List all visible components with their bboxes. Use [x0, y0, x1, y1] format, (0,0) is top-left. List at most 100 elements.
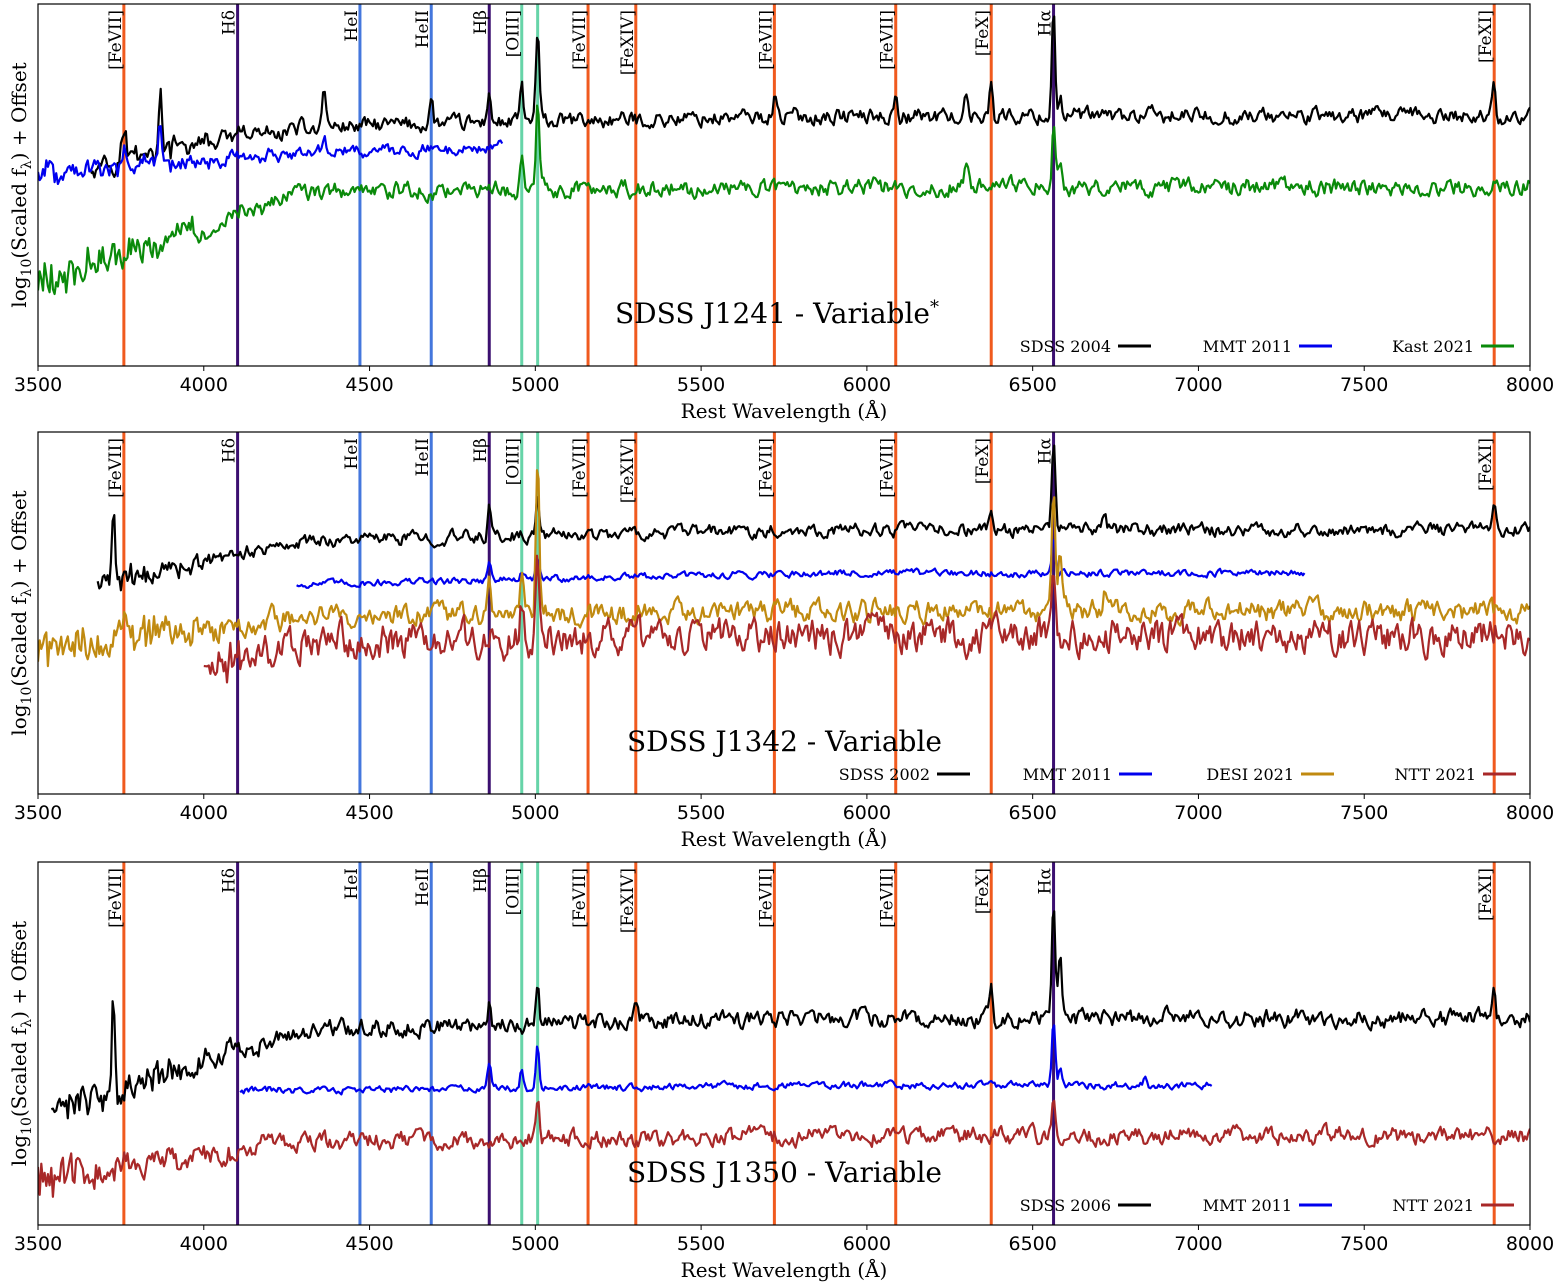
x-tick-label: 7500 [1340, 802, 1388, 824]
line-marker-label: HeII [413, 10, 433, 48]
x-tick-label: 6500 [1008, 374, 1056, 396]
x-axis-label: Rest Wavelength (Å) [681, 826, 888, 851]
line-marker-label: Hβ [471, 10, 491, 35]
x-tick-label: 3500 [14, 1233, 62, 1255]
plot-frame [37, 861, 1531, 1226]
x-tick-label: 8000 [1506, 802, 1554, 824]
spectrum-series [38, 469, 1530, 668]
line-marker-label: HeII [413, 868, 433, 906]
x-tick-label: 5500 [677, 1233, 725, 1255]
line-marker-label: [FeXIV] [618, 10, 638, 75]
legend: SDSS 2004 MMT 2011 Kast 2021 [1020, 337, 1514, 356]
line-marker-label: Hα [1036, 867, 1056, 894]
x-tick-label: 5000 [511, 802, 559, 824]
panel-3: [FeVII] Hδ HeI HeII Hβ [OIII] [FeVII] [FeXIV] [F… [7, 861, 1554, 1282]
line-marker-label: Hδ [220, 10, 240, 35]
x-tick-label: 5500 [677, 374, 725, 396]
line-marker-label: [FeVII] [756, 868, 776, 928]
x-tick-label: 4500 [345, 1233, 393, 1255]
line-marker-label: [FeVII] [106, 10, 126, 70]
x-tick-label: 7500 [1340, 1233, 1388, 1255]
line-marker-label: [FeXIV] [618, 868, 638, 933]
x-axis-label: Rest Wavelength (Å) [681, 398, 888, 423]
line-marker-label: Hα [1036, 9, 1056, 36]
panel-title: SDSS J1241 - Variable* [615, 297, 939, 331]
line-marker-label: [FeXIV] [618, 438, 638, 503]
spectrum-series [38, 125, 504, 185]
legend-label: MMT 2011 [1203, 1196, 1292, 1215]
y-axis-label: log10(Scaled fλ) + Offset [7, 490, 35, 735]
line-marker-label: HeI [342, 868, 362, 900]
line-marker-label: HeI [342, 438, 362, 470]
spectrum-series [38, 1099, 1530, 1198]
x-tick-label: 4500 [345, 374, 393, 396]
legend-label: MMT 2011 [1203, 337, 1292, 356]
legend: SDSS 2002 MMT 2011 DESI 2021 NTT 2021 [839, 765, 1516, 784]
x-tick-label: 7000 [1174, 802, 1222, 824]
x-tick-label: 3500 [14, 374, 62, 396]
legend-label: Kast 2021 [1392, 337, 1474, 356]
legend-label: NTT 2021 [1393, 1196, 1474, 1215]
panel-2: [FeVII] Hδ HeI HeII Hβ [OIII] [FeVII] [FeXIV] [F… [7, 431, 1554, 851]
legend-label: SDSS 2006 [1020, 1196, 1111, 1215]
line-marker-label: [FeVII] [756, 10, 776, 70]
x-tick-label: 7000 [1174, 374, 1222, 396]
line-marker-label: [FeVII] [878, 10, 898, 70]
spectra [38, 444, 1530, 684]
panel-title: SDSS J1350 - Variable [627, 1156, 942, 1189]
spectra [38, 910, 1530, 1198]
x-tick-label: 6000 [843, 1233, 891, 1255]
x-tick-label: 5500 [677, 802, 725, 824]
spectra [38, 15, 1530, 296]
line-marker-label: [FeVII] [878, 868, 898, 928]
x-tick-label: 4000 [180, 802, 228, 824]
line-marker-label: [FeXI] [1476, 10, 1496, 63]
spectrum-series [38, 104, 1530, 296]
spectrum-series [90, 15, 1530, 179]
line-marker-label: [FeVII] [106, 868, 126, 928]
spectrum-series [296, 538, 1306, 589]
line-marker-label: [FeXI] [1476, 868, 1496, 921]
spectrum-series [203, 554, 1530, 684]
x-tick-label: 4000 [180, 374, 228, 396]
plot-frame [37, 3, 1531, 367]
line-marker-label: Hβ [471, 438, 491, 463]
spectrum-series [50, 910, 1530, 1120]
x-tick-label: 8000 [1506, 374, 1554, 396]
line-marker-label: [FeX] [973, 868, 993, 914]
x-tick-label: 6500 [1008, 1233, 1056, 1255]
x-tick-label: 8000 [1506, 1233, 1554, 1255]
line-marker-label: Hα [1036, 437, 1056, 464]
line-marker-label: [FeVII] [878, 438, 898, 498]
panel-title: SDSS J1342 - Variable [627, 725, 942, 758]
x-axis-label: Rest Wavelength (Å) [681, 1257, 888, 1282]
line-marker-label: [FeVII] [570, 10, 590, 70]
x-tick-label: 3500 [14, 802, 62, 824]
legend-label: MMT 2011 [1023, 765, 1112, 784]
line-marker-label: [OIII] [504, 438, 524, 485]
panel-1: [FeVII] Hδ HeI HeII Hβ [OIII] [FeVII] [FeXIV] [F… [7, 3, 1554, 423]
x-tick-label: 5000 [511, 374, 559, 396]
spectrum-series [239, 1024, 1213, 1096]
line-marker-label: [FeX] [973, 10, 993, 56]
line-marker-label: [FeVII] [570, 438, 590, 498]
x-tick-label: 6500 [1008, 802, 1056, 824]
line-marker-label: Hβ [471, 868, 491, 893]
line-marker-label: [FeVII] [570, 868, 590, 928]
x-tick-label: 7000 [1174, 1233, 1222, 1255]
legend: SDSS 2006 MMT 2011 NTT 2021 [1020, 1196, 1514, 1215]
line-marker-label: HeI [342, 10, 362, 42]
x-tick-label: 4000 [180, 1233, 228, 1255]
line-marker-label: Hδ [220, 868, 240, 893]
legend-label: DESI 2021 [1206, 765, 1294, 784]
x-tick-label: 6000 [843, 802, 891, 824]
legend-label: NTT 2021 [1395, 765, 1476, 784]
line-marker-label: [FeVII] [106, 438, 126, 498]
line-marker-label: [FeXI] [1476, 438, 1496, 491]
line-marker-label: Hδ [220, 438, 240, 463]
x-tick-label: 6000 [843, 374, 891, 396]
line-marker-label: [FeX] [973, 438, 993, 484]
x-tick-label: 7500 [1340, 374, 1388, 396]
line-marker-label: [OIII] [504, 10, 524, 57]
